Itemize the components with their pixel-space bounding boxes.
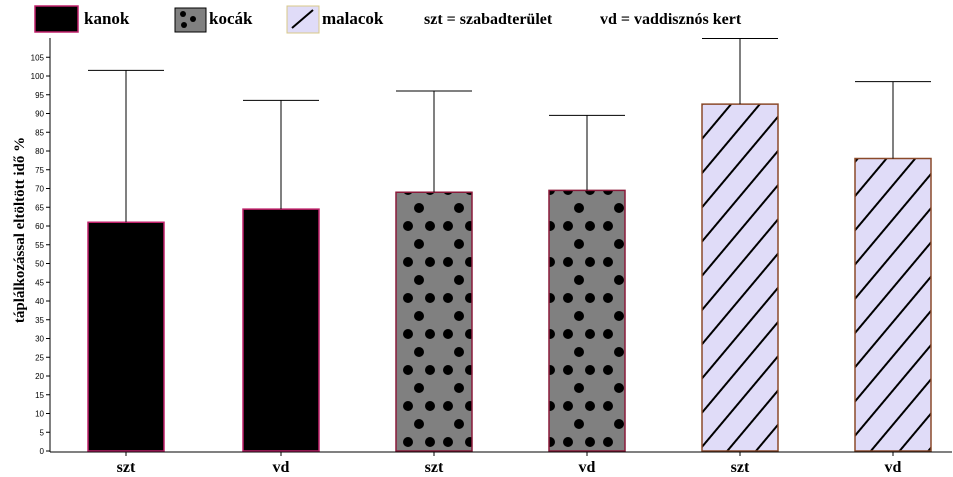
y-tick-label: 0 bbox=[40, 447, 45, 456]
y-tick-label: 65 bbox=[35, 203, 44, 212]
y-axis-ticks: 0 5 10 15 20 25 30 35 40 45 50 55 60 65 70 75 80 85 90 95 10… bbox=[31, 53, 50, 456]
legend-label-kocak: kocák bbox=[209, 9, 253, 28]
y-tick-label: 15 bbox=[35, 391, 44, 400]
y-tick-label: 80 bbox=[35, 147, 44, 156]
bar-kanok-vd bbox=[242, 208, 320, 452]
x-tick-label: vd bbox=[885, 459, 902, 476]
bar-malacok-vd bbox=[854, 157, 932, 452]
bar-kocák-szt bbox=[395, 191, 473, 452]
y-tick-label: 5 bbox=[40, 428, 45, 437]
legend-swatch-kanok bbox=[34, 5, 79, 33]
legend: kanok kocák malacok szt = szabadterület … bbox=[34, 5, 742, 34]
bar-kanok-szt bbox=[87, 221, 165, 452]
y-tick-label: 50 bbox=[35, 260, 44, 269]
y-tick-label: 70 bbox=[35, 185, 44, 194]
y-axis-label: táplálkozással eltöltött idő % bbox=[12, 137, 28, 323]
bars bbox=[87, 103, 932, 452]
y-tick-label: 60 bbox=[35, 222, 44, 231]
y-tick-label: 45 bbox=[35, 278, 44, 287]
y-tick-label: 10 bbox=[35, 410, 44, 419]
y-tick-label: 85 bbox=[35, 128, 44, 137]
legend-label-malacok: malacok bbox=[322, 9, 384, 28]
x-tick-label: vd bbox=[579, 459, 596, 476]
bar-kocák-vd bbox=[548, 189, 626, 452]
y-tick-label: 25 bbox=[35, 353, 44, 362]
bar-malacok-szt bbox=[701, 103, 779, 452]
legend-note-szt: szt = szabadterület bbox=[424, 11, 553, 28]
y-tick-label: 55 bbox=[35, 241, 44, 250]
x-tick-label: vd bbox=[273, 459, 290, 476]
y-tick-label: 20 bbox=[35, 372, 44, 381]
y-tick-label: 90 bbox=[35, 110, 44, 119]
legend-note-vd: vd = vaddisznós kert bbox=[600, 11, 742, 28]
y-tick-label: 100 bbox=[31, 72, 45, 81]
x-tick-label: szt bbox=[117, 459, 136, 476]
legend-label-kanok: kanok bbox=[84, 9, 130, 28]
legend-item-malacok: malacok bbox=[286, 5, 384, 34]
y-tick-label: 30 bbox=[35, 335, 44, 344]
x-axis-labels: szt vd szt vd szt vd bbox=[117, 452, 902, 476]
x-tick-label: szt bbox=[731, 459, 750, 476]
error-bars bbox=[88, 38, 931, 223]
y-tick-label: 35 bbox=[35, 316, 44, 325]
legend-item-kanok: kanok bbox=[34, 5, 130, 33]
x-tick-label: szt bbox=[425, 459, 444, 476]
y-tick-label: 40 bbox=[35, 297, 44, 306]
y-tick-label: 95 bbox=[35, 91, 44, 100]
y-tick-label: 105 bbox=[31, 53, 45, 62]
legend-item-kocak: kocák bbox=[174, 7, 253, 33]
y-tick-label: 75 bbox=[35, 166, 44, 175]
